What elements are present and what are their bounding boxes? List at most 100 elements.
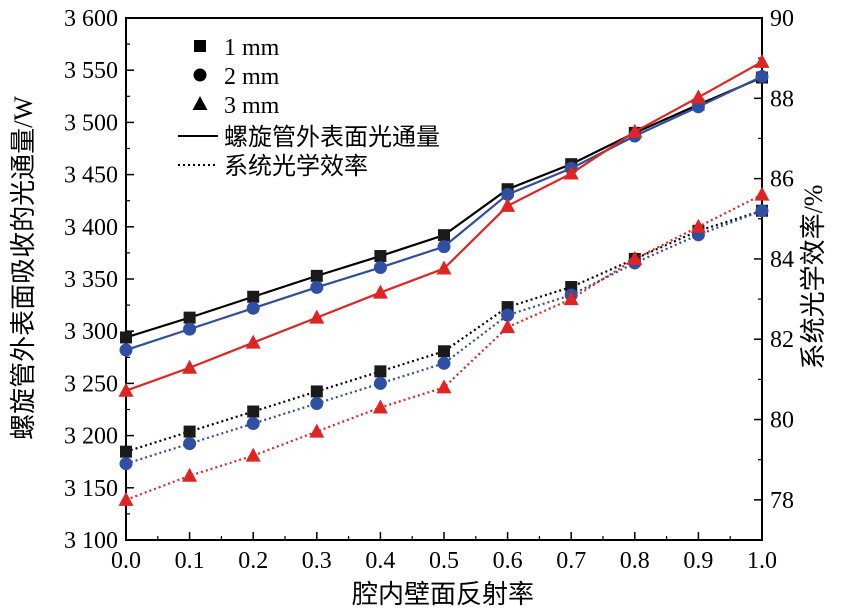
data-point [245,334,261,349]
data-point [691,100,705,114]
y-left-tick-label: 3 450 [64,163,118,189]
data-point [690,218,706,233]
data-point [501,301,514,314]
y-left-axis-title: 螺旋管外表面吸收的光通量/W [9,96,38,440]
series-line [125,75,763,352]
series-flux-3mm [118,53,770,397]
y-right-tick-label: 78 [770,488,794,514]
data-point [183,322,197,336]
data-point [627,123,643,138]
series-efficiency-3mm [118,186,770,506]
data-point [755,69,769,83]
x-tick-label: 0.6 [493,548,523,574]
data-point [372,284,388,299]
y-left-tick-label: 3 600 [64,6,118,32]
data-point [183,311,196,324]
data-point [501,187,515,201]
y-right-tick-label: 84 [770,247,794,273]
x-tick-label: 0.8 [620,548,650,574]
y-right-tick-label: 90 [770,6,794,32]
data-point [374,250,387,263]
axes: 0.0 0.1 0.2 0.3 0.4 0.5 0.6 0.7 0.8 0.9 1.0 3 100 3 … [64,6,794,574]
data-point [182,467,198,482]
data-point [500,319,516,334]
y-left-tick-label: 3 250 [64,371,118,397]
legend-label: 系统光学效率 [224,153,368,180]
legend-circle-marker [193,68,207,82]
y-left-tick-label: 3 550 [64,58,118,84]
series-line [125,76,763,339]
data-point [309,309,325,324]
data-point [690,89,706,104]
data-point [310,396,324,410]
data-point [438,229,450,242]
x-tick-label: 0.7 [556,548,586,574]
data-point [309,423,325,438]
data-point [118,382,134,397]
data-point [563,165,579,180]
y-left-tick-label: 3 400 [64,215,118,241]
data-point [247,290,260,303]
data-point [436,260,452,275]
data-point [373,261,387,275]
x-tick-label: 0.9 [683,548,713,574]
data-point [500,197,516,212]
y-right-tick-label: 80 [770,408,794,434]
series-line [125,60,763,392]
y-left-tick-label: 3 350 [64,267,118,293]
data-point [372,399,388,414]
data-point [501,308,515,322]
data-point [754,186,770,201]
data-point [119,343,133,357]
legend-label: 3 mm [224,93,280,119]
series-layer [118,53,770,506]
y-left-tick-label: 3 500 [64,110,118,136]
data-point [437,240,451,254]
data-point [310,280,324,294]
x-tick-label: 1.0 [747,548,777,574]
legend-square-marker [194,40,206,52]
data-point [310,385,323,398]
x-tick-label: 0.1 [175,548,205,574]
series-line [125,209,763,453]
x-tick-label: 0.5 [429,548,459,574]
data-point [627,250,643,265]
data-point [183,437,197,451]
series-line [125,209,763,465]
legend-label: 1 mm [224,35,280,61]
y-left-tick-label: 3 200 [64,424,118,450]
data-point [437,356,451,370]
x-tick-label: 0.4 [365,548,395,574]
plot-frame [125,17,763,541]
data-point [182,359,198,374]
legend-label: 螺旋管外表面光通量 [224,124,440,151]
y-right-tick-label: 88 [770,86,794,112]
data-point [245,447,261,462]
legend-triangle-marker [192,96,208,110]
data-point [373,376,387,390]
data-point [438,345,450,358]
x-tick-label: 0.0 [111,548,141,574]
data-point [563,291,579,306]
data-point [119,457,133,471]
y-right-tick-label: 82 [770,327,794,353]
legend-label: 2 mm [224,64,280,90]
y-left-tick-label: 3 150 [64,476,118,502]
y-left-tick-label: 3 100 [64,528,118,554]
data-point [246,417,260,431]
y-right-axis-title: 系统光学效率/% [799,185,828,370]
data-point [246,301,260,315]
x-tick-label: 0.2 [238,548,268,574]
data-point [120,445,132,458]
x-axis-title: 腔内壁面反射率 [352,580,534,609]
data-point [755,204,769,218]
y-right-tick-label: 86 [770,167,794,193]
data-point [118,491,134,506]
data-point [310,269,323,282]
data-point [436,379,452,394]
data-point [754,53,770,68]
y-left-tick-label: 3 300 [64,319,118,345]
x-tick-label: 0.3 [302,548,332,574]
